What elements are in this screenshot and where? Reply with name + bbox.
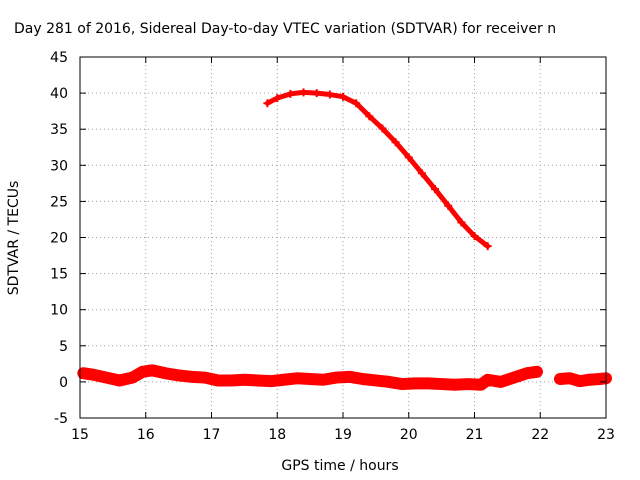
chart-title: Day 281 of 2016, Sidereal Day-to-day VTE… xyxy=(14,21,556,37)
data-point xyxy=(358,375,367,384)
data-point xyxy=(424,379,433,388)
data-point xyxy=(450,380,459,389)
data-point xyxy=(115,376,124,385)
data-point xyxy=(253,376,262,385)
data-point xyxy=(319,375,328,384)
tick-labels: 15 16 17 18 19 20 21 22 23 -5 0 5 10 15 20 25 30 35 40 45 xyxy=(50,50,615,443)
y-tick-label: -5 xyxy=(54,411,68,427)
data-point xyxy=(174,371,183,380)
y-tick-label: 0 xyxy=(59,375,68,391)
y-tick-label: 20 xyxy=(50,231,68,247)
data-point xyxy=(102,373,111,382)
data-point xyxy=(470,232,479,241)
y-tick-label: 5 xyxy=(59,339,68,355)
data-point xyxy=(463,380,472,389)
data-point xyxy=(138,367,147,376)
y-tick-label: 10 xyxy=(50,303,68,319)
data-point xyxy=(417,169,426,178)
data-point xyxy=(444,201,453,210)
data-point xyxy=(286,89,295,98)
data-point xyxy=(352,99,361,108)
data-point xyxy=(509,373,518,382)
data-point xyxy=(371,376,380,385)
y-tick-label: 45 xyxy=(50,50,68,66)
x-tick-label: 15 xyxy=(71,427,89,443)
data-point xyxy=(306,375,315,384)
data-point xyxy=(79,369,88,378)
data-point xyxy=(332,373,341,382)
x-tick-label: 23 xyxy=(597,427,615,443)
x-tick-label: 16 xyxy=(137,427,155,443)
data-point xyxy=(148,366,157,375)
data-point xyxy=(273,94,282,103)
y-axis-title: SDTVAR / TECUs xyxy=(6,181,22,296)
data-point xyxy=(299,88,308,97)
data-point xyxy=(404,153,413,162)
data-point xyxy=(378,124,387,133)
y-tick-label: 40 xyxy=(50,86,68,102)
data-point xyxy=(575,377,584,386)
data-point xyxy=(398,380,407,389)
data-point xyxy=(325,90,334,99)
data-point xyxy=(411,379,420,388)
data-point xyxy=(339,92,347,101)
x-axis-title: GPS time / hours xyxy=(281,458,398,474)
data-point xyxy=(214,376,223,385)
grid xyxy=(80,57,606,418)
y-tick-label: 35 xyxy=(50,122,68,138)
data-point xyxy=(200,373,209,382)
data-point xyxy=(240,375,249,384)
data-point xyxy=(532,367,541,376)
data-point xyxy=(345,372,354,381)
x-tick-label: 17 xyxy=(203,427,221,443)
x-tick-label: 19 xyxy=(334,427,352,443)
y-tick-label: 30 xyxy=(50,158,68,174)
data-point xyxy=(585,375,594,384)
data-point xyxy=(312,89,321,98)
data-point xyxy=(431,185,440,194)
data-point xyxy=(89,370,98,379)
x-tick-label: 20 xyxy=(400,427,418,443)
data-point xyxy=(292,374,301,383)
series-1-line xyxy=(264,89,491,249)
data-point xyxy=(266,377,275,386)
data-point xyxy=(187,372,196,381)
data-point xyxy=(279,375,288,384)
x-tick-label: 18 xyxy=(268,427,286,443)
x-tick-label: 22 xyxy=(531,427,549,443)
data-point xyxy=(391,138,400,147)
data-point xyxy=(565,374,574,383)
data-point xyxy=(483,242,492,251)
y-tick-label: 15 xyxy=(50,267,68,283)
y-tick-label: 25 xyxy=(50,194,68,210)
axes xyxy=(79,56,607,419)
data-point xyxy=(477,380,486,389)
data-point xyxy=(496,377,505,386)
data-point xyxy=(555,375,564,384)
data-point xyxy=(365,112,374,121)
data-point xyxy=(161,369,170,378)
data-series xyxy=(77,88,612,391)
data-point xyxy=(483,375,492,384)
data-point xyxy=(385,377,394,386)
x-tick-label: 21 xyxy=(466,427,484,443)
data-point xyxy=(523,369,532,378)
data-point xyxy=(437,380,446,389)
data-point xyxy=(263,99,272,108)
data-point xyxy=(227,376,236,385)
data-point xyxy=(128,373,137,382)
data-point xyxy=(457,218,466,227)
